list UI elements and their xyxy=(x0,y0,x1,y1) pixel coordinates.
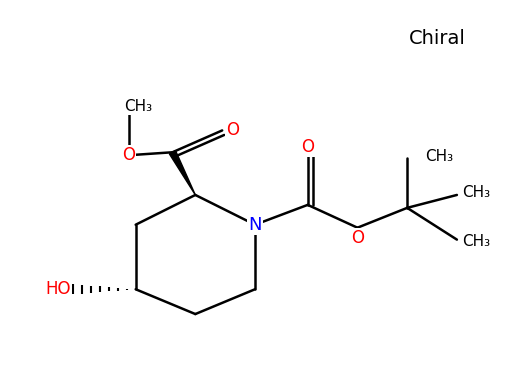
Polygon shape xyxy=(169,151,196,195)
Text: CH₃: CH₃ xyxy=(462,234,490,249)
Text: N: N xyxy=(248,216,262,234)
Text: O: O xyxy=(301,138,314,156)
Text: O: O xyxy=(226,121,239,139)
Text: CH₃: CH₃ xyxy=(425,149,453,164)
Text: Chiral: Chiral xyxy=(409,29,466,48)
Text: O: O xyxy=(122,146,135,164)
Text: HO: HO xyxy=(46,280,71,298)
Text: O: O xyxy=(351,229,364,247)
Text: CH₃: CH₃ xyxy=(124,99,153,114)
Text: CH₃: CH₃ xyxy=(462,185,490,200)
